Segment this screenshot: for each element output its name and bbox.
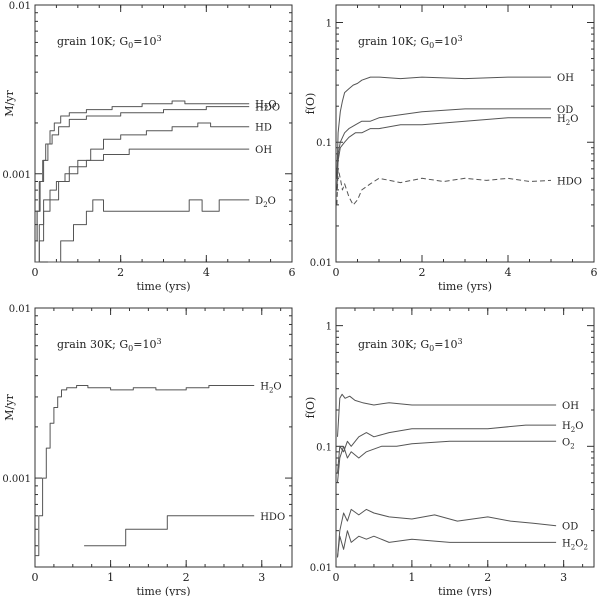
series-label-od: OD (557, 105, 573, 116)
series-line-d2o (47, 199, 250, 263)
series-label-o2: O2 (562, 437, 575, 450)
y-axis-label: M/yr (3, 90, 16, 117)
x-tick-label: 2 (117, 266, 124, 279)
x-tick-label: 6 (289, 266, 296, 279)
x-tick-label: 6 (591, 266, 598, 279)
x-tick-label: 2 (183, 571, 190, 584)
series-label-h2o: H2O (557, 114, 578, 127)
series-line-hdo (35, 106, 250, 242)
series-line-oh (337, 393, 557, 437)
series-label-oh: OH (562, 401, 579, 412)
series-label-oh: OH (557, 73, 574, 84)
y-axis-label: f(O) (304, 93, 317, 115)
plot-frame (335, 307, 595, 568)
x-tick-label: 1 (408, 571, 415, 584)
y-tick-label: 1 (326, 322, 332, 333)
series-label-oh: OH (255, 145, 272, 156)
panel-4: 0 1 2 3 0.01 0.1 1 time (yrs) f(O) grain 30K; G0=… (304, 307, 595, 596)
series-label-d2o: D2O (255, 196, 276, 209)
panel-annotation: grain 30K; G0=103 (358, 337, 463, 353)
series-line-oh (35, 148, 250, 263)
series-line-hdo (84, 515, 255, 547)
series-line-h2o2 (337, 530, 557, 558)
panel-3: 0 1 2 3 0.001 0.01 time (yrs) M/yr grain 30K; G0… (2, 304, 293, 596)
x-tick-label: 0 (32, 266, 39, 279)
series-line-o2 (337, 440, 557, 483)
y-tick-label: 0.001 (2, 170, 31, 181)
series-label-hdo: HDO (255, 103, 280, 114)
x-tick-label: 4 (203, 266, 210, 279)
y-tick-label: 0.01 (9, 1, 31, 12)
series-line-h2o (35, 385, 255, 557)
x-tick-label: 0 (333, 571, 340, 584)
x-axis-label: time (yrs) (438, 280, 492, 293)
y-tick-label: 1 (326, 18, 332, 29)
x-tick-label: 0 (333, 266, 340, 279)
series-label-hd: HD (255, 123, 272, 134)
x-tick-label: 2 (484, 571, 491, 584)
y-tick-label: 0.1 (316, 138, 332, 149)
x-axis-label: time (yrs) (438, 585, 492, 596)
series-label-h2o: H2O (260, 382, 281, 395)
x-axis-label: time (yrs) (136, 585, 190, 596)
series-label-h2o2: H2O2 (562, 538, 588, 551)
series-label-hdo: HDO (260, 512, 285, 523)
series-line-oh (336, 76, 551, 179)
x-tick-label: 0 (32, 571, 39, 584)
panel-annotation: grain 10K; G0=103 (57, 34, 162, 50)
y-tick-label: 0.01 (310, 258, 332, 269)
series-line-od (337, 508, 557, 558)
x-tick-label: 2 (419, 266, 426, 279)
x-tick-label: 3 (560, 571, 567, 584)
plot-frame (34, 307, 293, 568)
series-label-od: OD (562, 522, 578, 533)
series-label-hdo: HDO (557, 176, 582, 187)
series-line-hd (35, 122, 250, 263)
panel-2: 0 2 4 6 0.01 0.1 1 time (yrs) f(O) grain 10K; G0=… (304, 4, 598, 293)
series-label-h2o: H2O (255, 100, 276, 113)
y-axis-label: M/yr (3, 394, 16, 421)
x-tick-label: 1 (107, 571, 114, 584)
panel-annotation: grain 30K; G0=103 (57, 337, 162, 353)
series-line-h2o (336, 117, 551, 190)
panel-annotation: grain 10K; G0=103 (358, 34, 463, 50)
y-tick-label: 0.01 (9, 304, 31, 315)
y-tick-label: 0.01 (310, 563, 332, 574)
panel-1: 0 2 4 6 0.001 0.01 time (yrs) M/yr grain 10K; G0… (2, 1, 295, 293)
x-tick-label: 3 (258, 571, 265, 584)
series-line-h2o (337, 424, 557, 474)
x-axis-label: time (yrs) (136, 280, 190, 293)
series-line-od (336, 108, 551, 179)
y-axis-label: f(O) (304, 397, 317, 419)
x-tick-label: 4 (505, 266, 512, 279)
series-line-hdo (336, 168, 552, 206)
y-tick-label: 0.1 (316, 442, 332, 453)
series-label-h2o: H2O (562, 421, 583, 434)
series-line-h2o (35, 100, 250, 242)
y-tick-label: 0.001 (2, 474, 31, 485)
